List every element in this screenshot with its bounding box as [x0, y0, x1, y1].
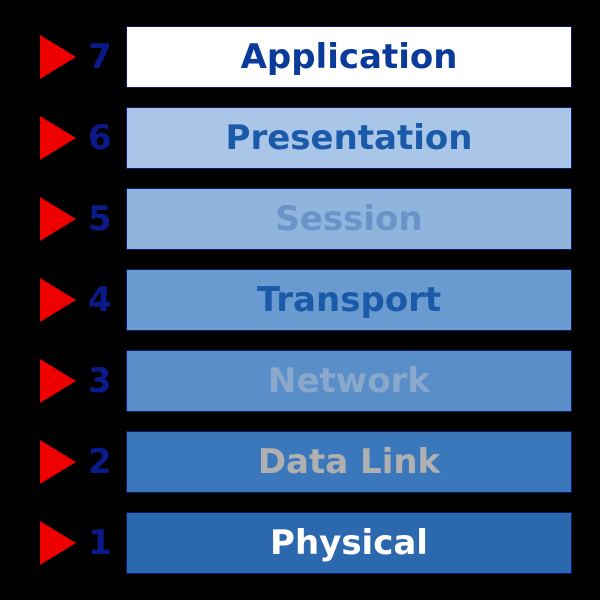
layer-row-3: 3 Network [40, 348, 572, 414]
layer-number: 2 [88, 442, 126, 482]
layer-row-5: 5 Session [40, 186, 572, 252]
layer-row-2: 2 Data Link [40, 429, 572, 495]
layer-box-application: Application [126, 26, 572, 88]
layer-box-session: Session [126, 188, 572, 250]
arrow-icon [40, 35, 76, 79]
layer-number: 6 [88, 118, 126, 158]
layer-number: 4 [88, 280, 126, 320]
arrow-icon [40, 521, 76, 565]
layer-number: 5 [88, 199, 126, 239]
arrow-icon [40, 359, 76, 403]
layer-box-network: Network [126, 350, 572, 412]
layer-box-data-link: Data Link [126, 431, 572, 493]
layer-box-presentation: Presentation [126, 107, 572, 169]
layer-box-transport: Transport [126, 269, 572, 331]
arrow-icon [40, 197, 76, 241]
layer-row-1: 1 Physical [40, 510, 572, 576]
arrow-icon [40, 116, 76, 160]
layer-row-7: 7 Application [40, 24, 572, 90]
layer-number: 3 [88, 361, 126, 401]
layer-box-physical: Physical [126, 512, 572, 574]
layer-row-6: 6 Presentation [40, 105, 572, 171]
layer-row-4: 4 Transport [40, 267, 572, 333]
layer-number: 1 [88, 523, 126, 563]
arrow-icon [40, 278, 76, 322]
arrow-icon [40, 440, 76, 484]
layer-number: 7 [88, 37, 126, 77]
